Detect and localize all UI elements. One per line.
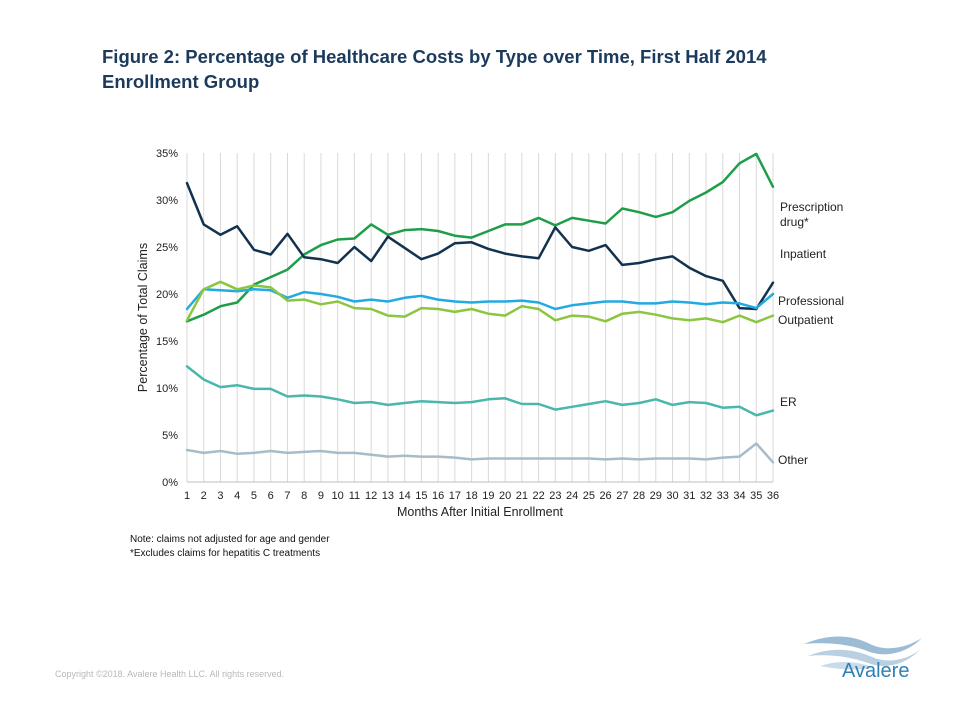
note-adjustment: Note: claims not adjusted for age and ge… [130, 534, 330, 545]
x-tick-label: 20 [499, 490, 511, 502]
x-tick-label: 15 [415, 490, 427, 502]
x-tick-label: 12 [365, 490, 377, 502]
x-tick-label: 23 [549, 490, 561, 502]
x-tick-label: 28 [633, 490, 645, 502]
series-label-outpatient: Outpatient [778, 313, 834, 327]
x-tick-label: 3 [217, 490, 223, 502]
x-tick-label: 30 [666, 490, 678, 502]
y-tick-label: 15% [156, 336, 178, 348]
x-tick-label: 6 [268, 490, 274, 502]
note-exclusion: *Excludes claims for hepatitis C treatme… [130, 548, 321, 559]
series-label-professional: Professional [778, 294, 844, 308]
series-label-er: ER [780, 395, 797, 409]
chart-title: Figure 2: Percentage of Healthcare Costs… [102, 46, 767, 92]
series-label-prescription-drug: Prescription drug* [780, 200, 843, 229]
x-tick-label: 34 [733, 490, 745, 502]
chart-notes: Note: claims not adjusted for age and ge… [130, 533, 330, 561]
x-tick-label: 19 [482, 490, 494, 502]
x-tick-label: 24 [566, 490, 578, 502]
x-tick-label: 8 [301, 490, 307, 502]
x-tick-label: 11 [349, 490, 360, 502]
y-tick-label: 20% [156, 289, 178, 301]
x-tick-label: 13 [382, 490, 394, 502]
series-label-other: Other [778, 453, 808, 467]
x-tick-label: 7 [284, 490, 290, 502]
y-tick-label: 5% [162, 430, 178, 442]
x-tick-label: 21 [516, 490, 528, 502]
x-tick-label: 35 [750, 490, 762, 502]
x-tick-label: 29 [650, 490, 662, 502]
x-axis-label: Months After Initial Enrollment [397, 505, 564, 519]
y-tick-label: 10% [156, 383, 178, 395]
x-tick-label: 14 [399, 490, 411, 502]
x-tick-label: 33 [717, 490, 729, 502]
avalere-logo-text: Avalere [842, 660, 910, 682]
x-tick-label: 10 [332, 490, 344, 502]
x-tick-label: 2 [201, 490, 207, 502]
x-tick-label: 4 [234, 490, 240, 502]
x-tick-label: 17 [449, 490, 461, 502]
x-tick-label: 5 [251, 490, 257, 502]
avalere-wave-icon [804, 636, 922, 670]
y-tick-label: 0% [162, 477, 178, 489]
x-tick-label: 27 [616, 490, 628, 502]
series-line-er [185, 365, 775, 417]
y-axis-label: Percentage of Total Claims [136, 243, 150, 392]
x-tick-label: 25 [583, 490, 595, 502]
x-tick-label: 32 [700, 490, 712, 502]
x-tick-label: 1 [184, 490, 190, 502]
x-tick-label: 31 [683, 490, 695, 502]
series-line-other [185, 442, 775, 464]
y-tick-label: 25% [156, 242, 178, 254]
series-line-outpatient [185, 280, 775, 324]
x-tick-label: 18 [466, 490, 478, 502]
series-line-inpatient [185, 181, 775, 311]
y-tick-label: 30% [156, 195, 178, 207]
x-tick-label: 26 [599, 490, 611, 502]
copyright-text: Copyright ©2018. Avalere Health LLC. All… [55, 669, 285, 679]
x-tick-label: 9 [318, 490, 324, 502]
x-tick-label: 36 [767, 490, 779, 502]
series-label-inpatient: Inpatient [780, 247, 827, 261]
series-line-professional [185, 288, 775, 311]
y-tick-label: 35% [156, 148, 178, 160]
x-tick-label: 16 [432, 490, 444, 502]
x-tick-label: 22 [532, 490, 544, 502]
series-line-prescription-drug [185, 152, 775, 323]
